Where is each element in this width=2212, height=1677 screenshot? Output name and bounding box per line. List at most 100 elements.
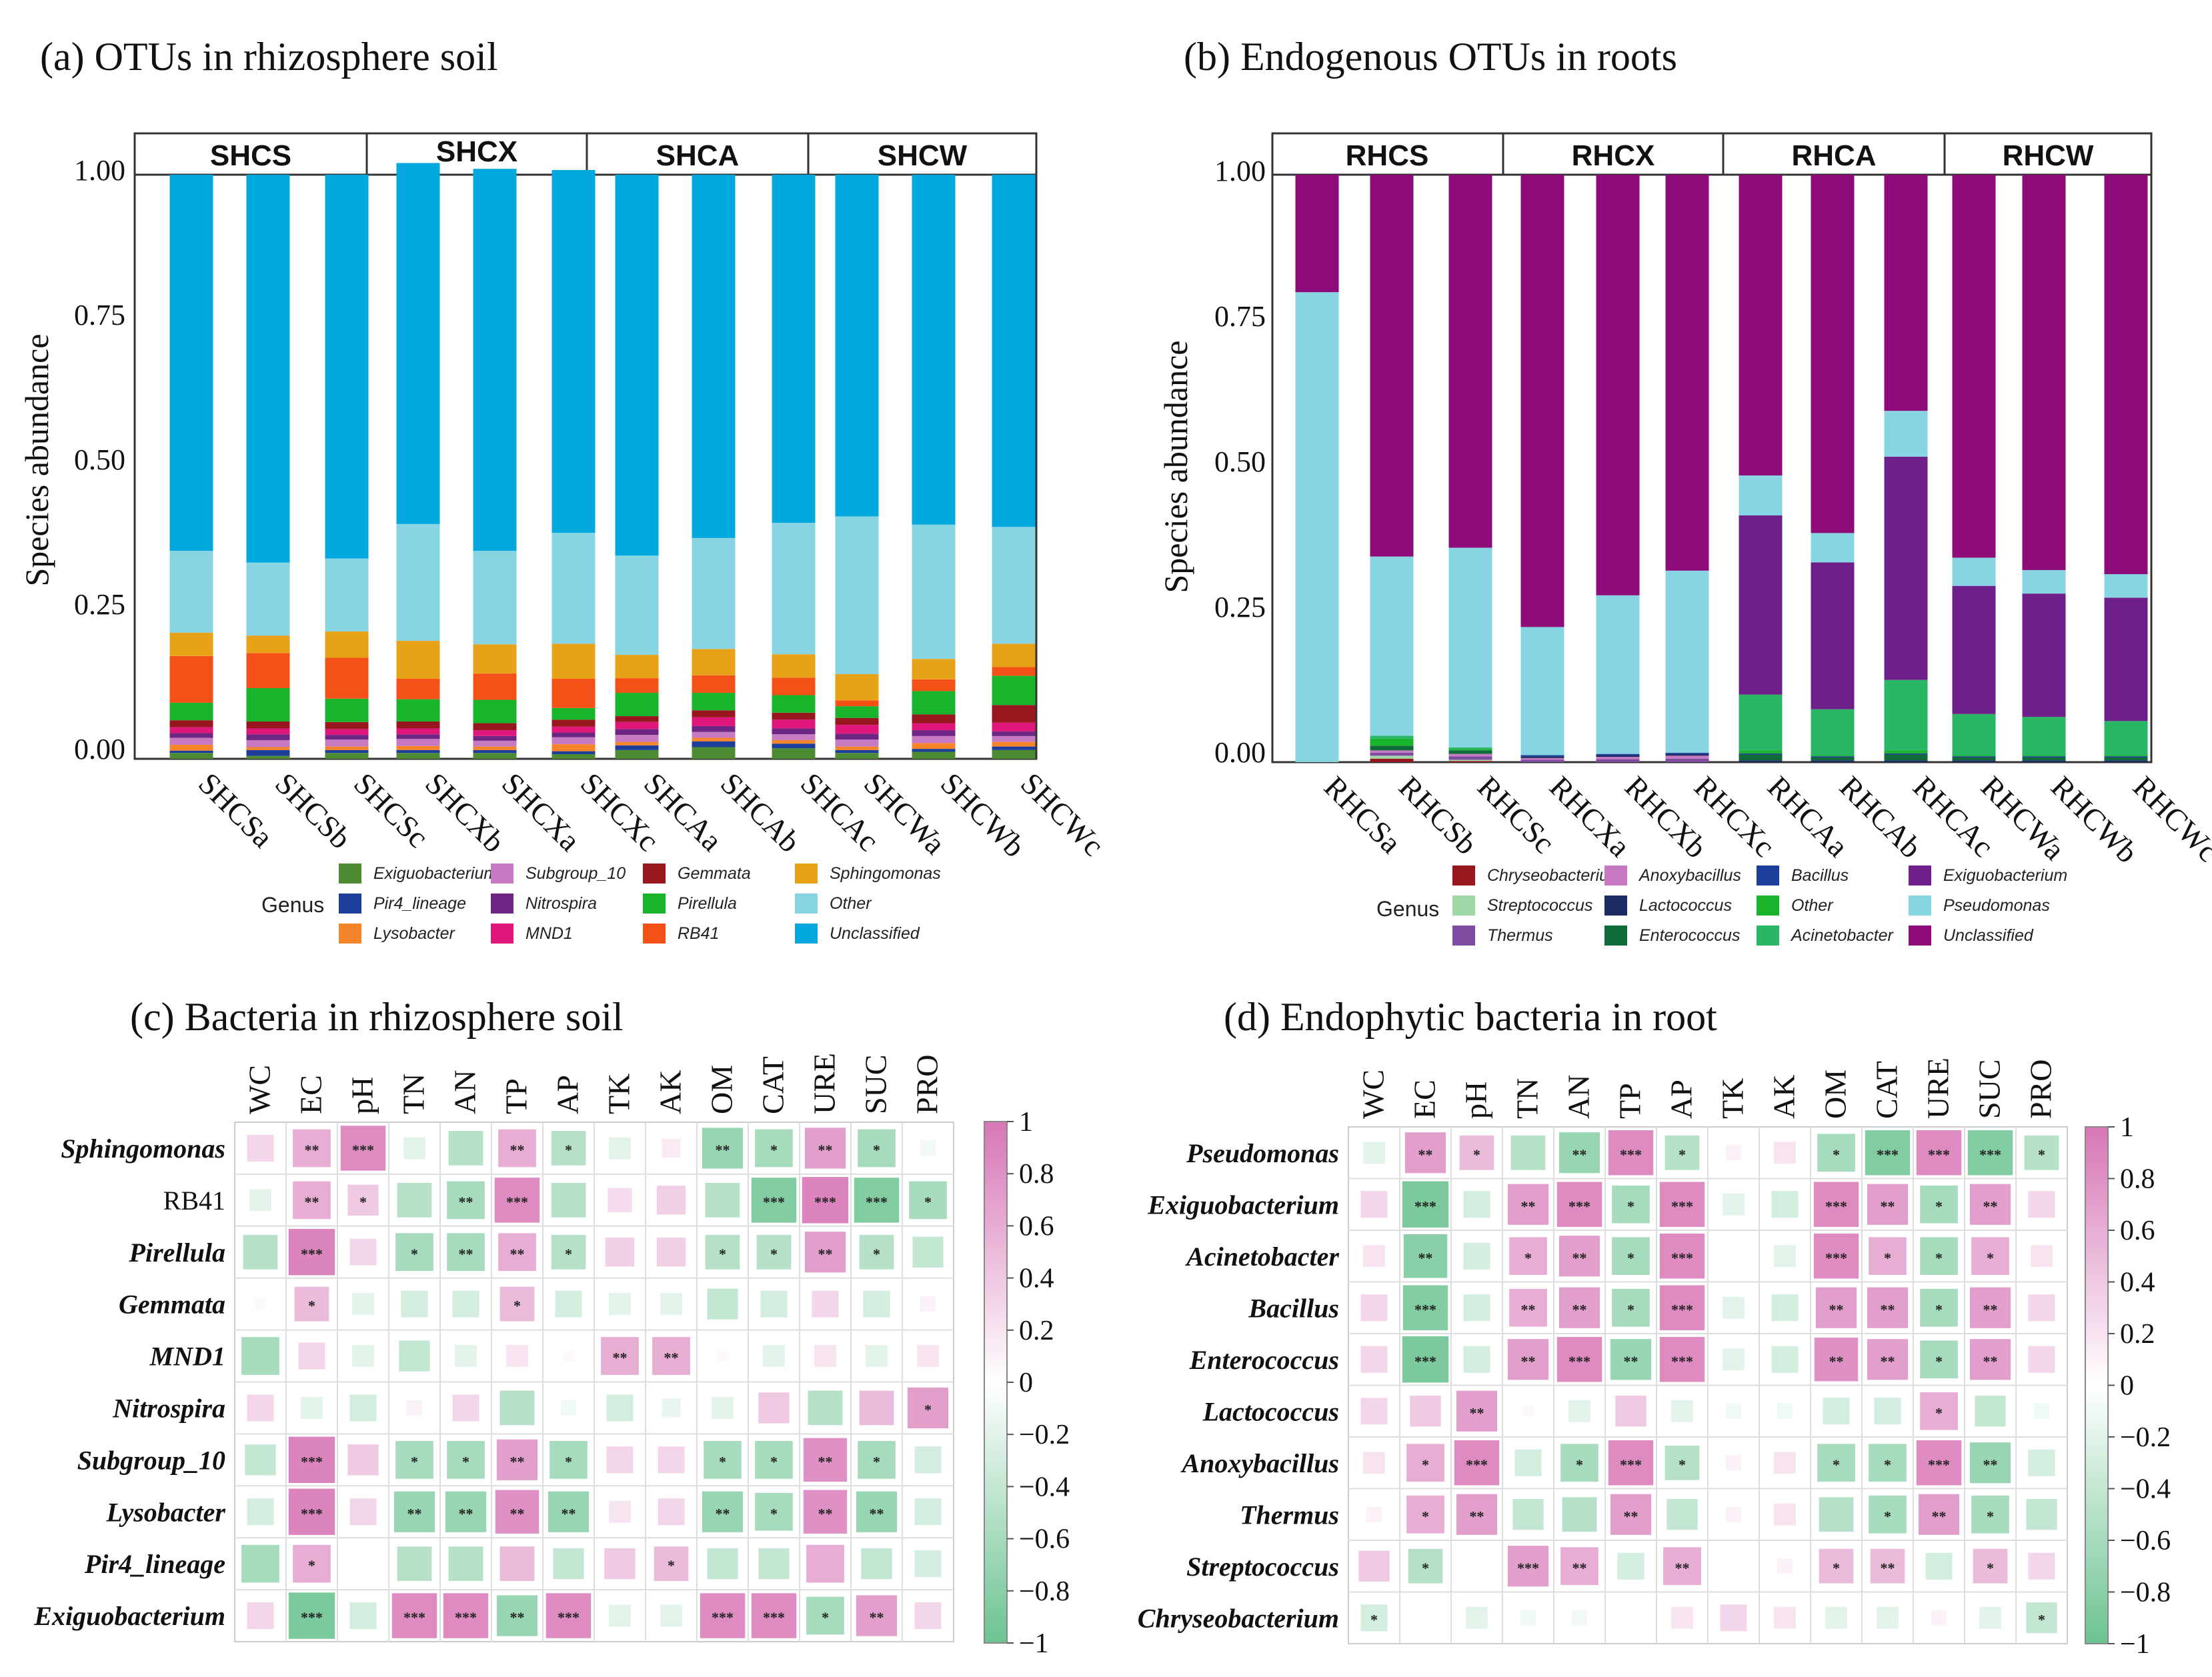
significance-stars: ** xyxy=(1572,1560,1587,1576)
bar-segment xyxy=(1448,747,1492,749)
significance-stars: ** xyxy=(407,1505,422,1522)
bar-segment xyxy=(1520,756,1564,758)
heatmap-cell xyxy=(293,1181,331,1220)
heatmap-cell xyxy=(1402,1181,1449,1228)
bar-segment xyxy=(551,732,596,737)
heatmap-cell xyxy=(498,1233,536,1272)
heatmap-cell xyxy=(1402,1336,1449,1383)
heatmap-cell xyxy=(1406,1495,1444,1534)
heatmap-cell xyxy=(349,1238,377,1266)
significance-stars: *** xyxy=(1568,1353,1590,1370)
heatmap-cell xyxy=(606,1446,634,1474)
heatmap-cell xyxy=(1610,1339,1652,1380)
significance-stars: * xyxy=(2038,1611,2045,1628)
significance-stars: ** xyxy=(1521,1301,1536,1318)
bar-segment xyxy=(615,175,659,556)
bar-segment xyxy=(2104,721,2148,755)
colorbar-tick-label: −1 xyxy=(2120,1629,2150,1660)
bar-segment xyxy=(325,729,369,735)
significance-stars: *** xyxy=(1517,1560,1539,1576)
bar-segment xyxy=(246,688,290,721)
bar-segment xyxy=(835,673,879,701)
heatmap-cell xyxy=(1512,1499,1544,1530)
heatmap-cell xyxy=(1659,1337,1705,1382)
significance-stars: * xyxy=(462,1453,469,1470)
bar-segment xyxy=(1952,760,1996,762)
heatmap-cell xyxy=(395,1441,433,1479)
significance-stars: * xyxy=(1935,1353,1943,1370)
legend-swatch xyxy=(643,864,666,884)
heatmap-cell xyxy=(499,1286,535,1322)
colorbar-tick-label: 0.2 xyxy=(1019,1316,1054,1346)
significance-stars: *** xyxy=(1414,1301,1436,1318)
heatmap-cell xyxy=(1560,1547,1598,1586)
heatmap-cell xyxy=(806,1596,844,1635)
heatmap-cell xyxy=(662,1138,681,1158)
bar-segment xyxy=(772,719,816,729)
bar-segment xyxy=(1665,175,1709,571)
bar-segment xyxy=(1520,627,1564,755)
significance-stars: * xyxy=(1627,1250,1634,1266)
heatmap-cell xyxy=(1659,1234,1705,1279)
bar-segment xyxy=(692,693,736,711)
heatmap-cell xyxy=(1556,1337,1602,1382)
heatmap-cell xyxy=(660,1604,682,1627)
bar-segment xyxy=(692,175,736,538)
heatmap-cell xyxy=(751,1178,797,1223)
bar-segment xyxy=(835,749,879,753)
legend-title: Genus xyxy=(1376,897,1439,921)
heatmap-cell xyxy=(1520,1610,1536,1626)
x-tick-label: SHCAb xyxy=(714,766,807,859)
x-tick-label: RHCXa xyxy=(1543,769,1637,864)
bar-segment xyxy=(1811,757,1855,761)
bar-segment xyxy=(835,739,879,747)
colorbar-tick-label: 0.2 xyxy=(2120,1319,2155,1350)
significance-stars: *** xyxy=(403,1609,425,1626)
colorbar-tick-label: 0.6 xyxy=(2120,1216,2155,1246)
bar-segment xyxy=(396,721,440,729)
row-label: Acinetobacter xyxy=(1184,1242,1339,1272)
bar-segment xyxy=(772,734,816,740)
bar-segment xyxy=(246,653,290,689)
heatmap-cell xyxy=(1815,1287,1857,1328)
heatmap-cell xyxy=(1823,1398,1850,1425)
bar-segment xyxy=(1520,175,1564,627)
heatmap-cell xyxy=(1463,1242,1490,1270)
colorbar-tick-label: −1 xyxy=(1019,1628,1049,1659)
heatmap-cell xyxy=(1363,1452,1385,1474)
bar-segment xyxy=(1370,738,1414,746)
heatmap-cell xyxy=(1867,1184,1909,1225)
bar-segment xyxy=(551,678,596,708)
heatmap-cell xyxy=(662,1398,681,1418)
bar-segment xyxy=(1520,757,1564,760)
significance-stars: ** xyxy=(1983,1198,1998,1214)
row-label: Pirellula xyxy=(129,1238,225,1268)
x-tick-label: SHCXb xyxy=(419,766,511,859)
heatmap-cell xyxy=(1916,1440,1962,1486)
significance-stars: ** xyxy=(1418,1146,1433,1163)
bar-segment xyxy=(246,721,290,729)
bar-segment xyxy=(473,551,517,645)
bar-segment xyxy=(692,731,736,738)
significance-stars: ** xyxy=(1572,1146,1587,1163)
heatmap-cell xyxy=(914,1498,942,1526)
bar-segment xyxy=(992,749,1036,759)
heatmap-cell xyxy=(1774,1503,1796,1526)
heatmap-cell xyxy=(1720,1604,1747,1632)
column-label: TK xyxy=(602,1074,636,1114)
heatmap-cell xyxy=(856,1595,898,1636)
colorbar-tick-label: 0 xyxy=(2120,1371,2134,1402)
significance-stars: * xyxy=(1987,1250,1994,1266)
heatmap-cell xyxy=(288,1229,335,1276)
colorbar-tick-label: −0.8 xyxy=(1019,1576,1070,1607)
heatmap-cell xyxy=(863,1290,890,1318)
panel-a-ytick: 0.50 xyxy=(74,443,125,476)
significance-stars: *** xyxy=(1979,1146,2001,1163)
heatmap-cell xyxy=(447,1441,485,1479)
significance-stars: ** xyxy=(1521,1353,1536,1370)
heatmap-cell xyxy=(1568,1400,1590,1422)
heatmap-cell xyxy=(1817,1134,1855,1172)
row-label: Lactococcus xyxy=(1202,1396,1339,1426)
heatmap-cell xyxy=(914,1550,942,1578)
bar-segment xyxy=(615,729,659,735)
